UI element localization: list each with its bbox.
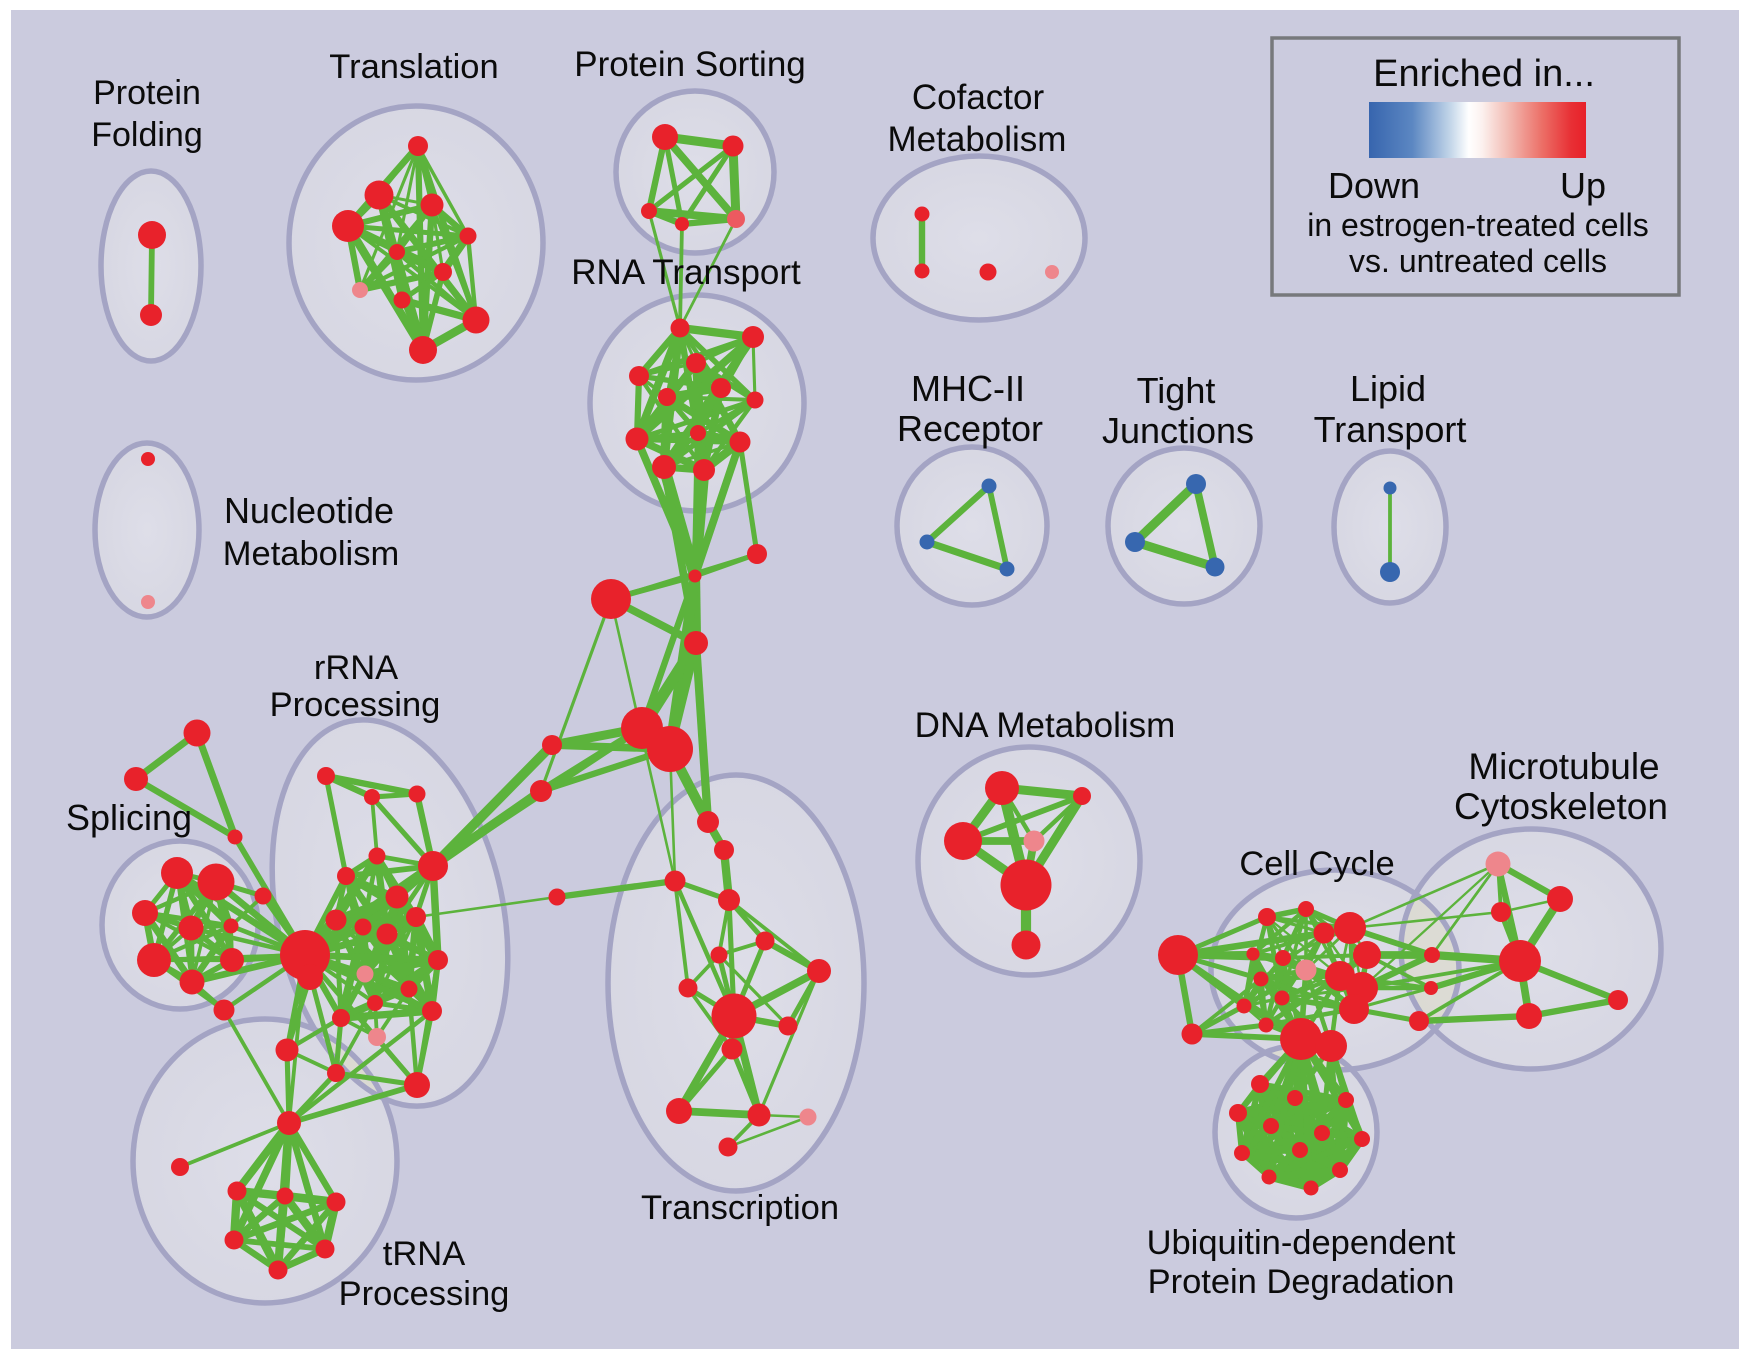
svg-text:Protein: Protein (93, 74, 201, 112)
svg-text:Translation: Translation (329, 48, 498, 86)
svg-text:Splicing: Splicing (66, 797, 192, 838)
svg-text:in estrogen-treated cells: in estrogen-treated cells (1307, 207, 1649, 243)
svg-text:DNA Metabolism: DNA Metabolism (915, 706, 1176, 745)
svg-text:RNA Transport: RNA Transport (571, 253, 801, 292)
svg-text:Processing: Processing (339, 1275, 510, 1313)
svg-text:Receptor: Receptor (897, 408, 1043, 449)
svg-text:Folding: Folding (91, 116, 203, 154)
svg-text:rRNA: rRNA (314, 649, 398, 687)
svg-text:Nucleotide: Nucleotide (224, 490, 394, 531)
svg-text:MHC-II: MHC-II (911, 368, 1025, 409)
svg-text:Protein Sorting: Protein Sorting (574, 45, 806, 84)
svg-text:Lipid: Lipid (1350, 368, 1426, 409)
svg-text:Up: Up (1560, 165, 1606, 206)
svg-text:Protein Degradation: Protein Degradation (1148, 1263, 1455, 1301)
svg-text:Junctions: Junctions (1102, 410, 1254, 451)
svg-text:Tight: Tight (1137, 370, 1216, 411)
svg-text:Metabolism: Metabolism (888, 120, 1067, 159)
svg-text:Metabolism: Metabolism (223, 535, 399, 573)
svg-text:tRNA: tRNA (383, 1235, 465, 1273)
svg-text:Cell Cycle: Cell Cycle (1239, 845, 1394, 883)
svg-text:Cofactor: Cofactor (912, 78, 1045, 117)
svg-text:Processing: Processing (270, 686, 441, 724)
svg-text:Down: Down (1328, 165, 1420, 206)
svg-text:Cytoskeleton: Cytoskeleton (1454, 786, 1668, 827)
svg-text:Enriched in...: Enriched in... (1373, 53, 1595, 95)
svg-text:vs. untreated cells: vs. untreated cells (1349, 243, 1607, 279)
svg-text:Microtubule: Microtubule (1468, 746, 1659, 787)
svg-text:Transport: Transport (1314, 409, 1467, 450)
svg-text:Ubiquitin-dependent: Ubiquitin-dependent (1147, 1224, 1456, 1262)
svg-text:Transcription: Transcription (641, 1189, 839, 1227)
